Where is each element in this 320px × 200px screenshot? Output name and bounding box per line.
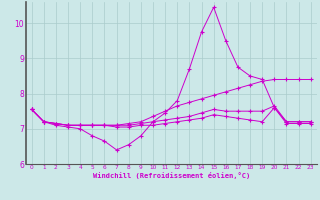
X-axis label: Windchill (Refroidissement éolien,°C): Windchill (Refroidissement éolien,°C): [92, 172, 250, 179]
